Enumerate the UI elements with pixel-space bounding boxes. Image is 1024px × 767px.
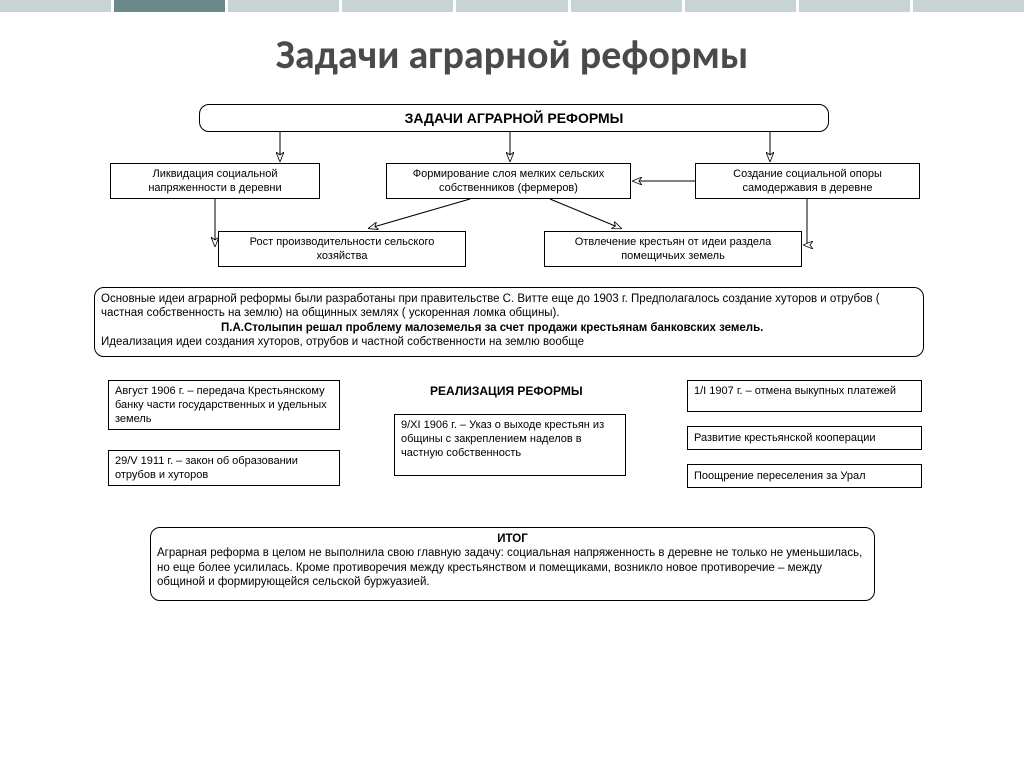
flowchart-header: ЗАДАЧИ АГРАРНОЙ РЕФОРМЫ: [199, 104, 829, 132]
slide-topbar: [0, 0, 1024, 12]
real-left1: Август 1906 г. – передача Крестьянскому …: [108, 380, 340, 430]
slide-title: Задачи аграрной реформы: [0, 30, 1024, 79]
row1-c: Создание социальной опоры самодержавия в…: [695, 163, 920, 199]
real-right2: Развитие крестьянской кооперации: [687, 426, 922, 450]
result-text: Аграрная реформа в целом не выполнила св…: [157, 546, 868, 589]
ideas-p2: П.А.Столыпин решал проблему малоземелья …: [101, 321, 763, 335]
row1-b: Формирование слоя мелких сельских собств…: [386, 163, 631, 199]
real-right3: Поощрение переселения за Урал: [687, 464, 922, 488]
result-title: ИТОГ: [157, 532, 868, 546]
real-mid: 9/XI 1906 г. – Указ о выходе крестьян из…: [394, 414, 626, 476]
ideas-p1: Основные идеи аграрной реформы были разр…: [101, 293, 880, 319]
realization-title: РЕАЛИЗАЦИЯ РЕФОРМЫ: [430, 384, 583, 398]
ideas-box: Основные идеи аграрной реформы были разр…: [94, 287, 924, 357]
row2-a: Рост производительности сельского хозяйс…: [218, 231, 466, 267]
row2-b: Отвлечение крестьян от идеи раздела поме…: [544, 231, 802, 267]
ideas-p3: Идеализация идеи создания хуторов, отруб…: [101, 336, 584, 348]
real-left2: 29/V 1911 г. – закон об образовании отру…: [108, 450, 340, 486]
result-box: ИТОГ Аграрная реформа в целом не выполни…: [150, 527, 875, 601]
row1-a: Ликвидация социальной напряженности в де…: [110, 163, 320, 199]
real-right1: 1/I 1907 г. – отмена выкупных платежей: [687, 380, 922, 412]
